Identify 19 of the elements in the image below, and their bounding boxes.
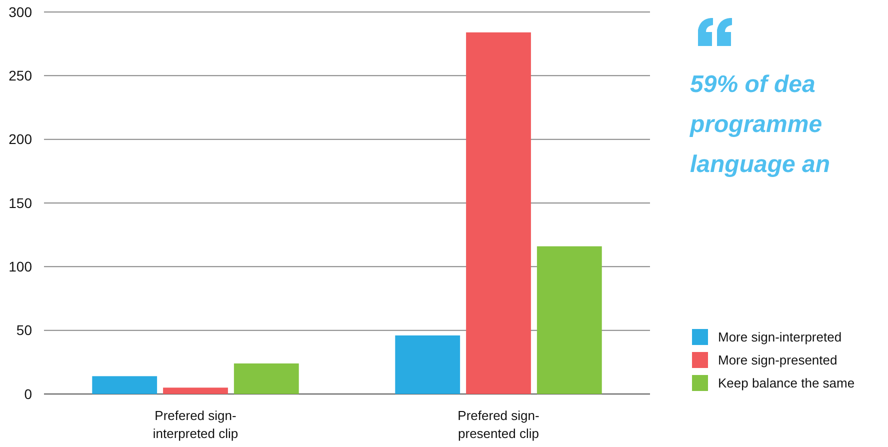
bar [536,246,602,394]
legend-label: Keep balance the same [718,376,855,391]
y-tick-label: 50 [16,322,32,338]
bar [163,388,228,394]
x-tick-label: Prefered sign- presented clip [458,408,540,441]
bar [466,32,531,394]
y-tick-label: 150 [8,194,32,211]
y-tick-label: 300 [8,4,32,20]
bar [92,376,158,394]
y-tick-label: 200 [8,131,32,148]
y-tick-label: 250 [8,68,32,84]
bar [395,335,460,394]
text: 59% of dea programme language an [689,71,830,178]
legend-label: More sign-presented [718,352,838,368]
bar [234,363,299,394]
y-tick-label: 0 [24,386,32,402]
y-tick-label: 100 [8,258,32,275]
x-tick-label: Prefered sign- interpreted clip [152,408,238,441]
legend-label: More sign-interpreted [718,330,842,345]
